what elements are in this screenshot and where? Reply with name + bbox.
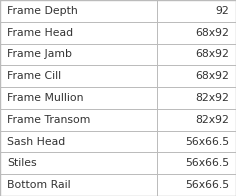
Text: Sash Head: Sash Head [7,137,65,147]
Bar [0,152,236,174]
Text: 82x92: 82x92 [195,93,229,103]
Bar [157,65,236,87]
Bar [0,44,157,65]
Text: 56x66.5: 56x66.5 [185,158,229,168]
Bar [0,65,236,87]
Text: Frame Jamb: Frame Jamb [7,49,72,59]
Bar [0,152,157,174]
Text: 68x92: 68x92 [195,28,229,38]
Bar [0,131,157,152]
Text: 92: 92 [215,6,229,16]
Text: Frame Depth: Frame Depth [7,6,78,16]
Bar [0,87,236,109]
Bar [157,174,236,196]
Bar [0,131,236,152]
Bar [0,174,157,196]
Bar [157,109,236,131]
Text: 56x66.5: 56x66.5 [185,180,229,190]
Text: 56x66.5: 56x66.5 [185,137,229,147]
Text: Frame Transom: Frame Transom [7,115,90,125]
Bar [0,109,236,131]
Text: Frame Cill: Frame Cill [7,71,61,81]
Bar [0,0,157,22]
Bar [0,109,157,131]
Text: Frame Mullion: Frame Mullion [7,93,84,103]
Bar [0,65,157,87]
Bar [0,0,236,22]
Bar [157,0,236,22]
Text: Stiles: Stiles [7,158,37,168]
Bar [0,174,236,196]
Bar [0,22,157,44]
Bar [0,87,157,109]
Text: 68x92: 68x92 [195,71,229,81]
Bar [157,44,236,65]
Text: Frame Head: Frame Head [7,28,73,38]
Text: 68x92: 68x92 [195,49,229,59]
Bar [157,22,236,44]
Text: 82x92: 82x92 [195,115,229,125]
Text: Bottom Rail: Bottom Rail [7,180,71,190]
Bar [157,152,236,174]
Bar [157,87,236,109]
Bar [0,22,236,44]
Bar [157,131,236,152]
Bar [0,44,236,65]
